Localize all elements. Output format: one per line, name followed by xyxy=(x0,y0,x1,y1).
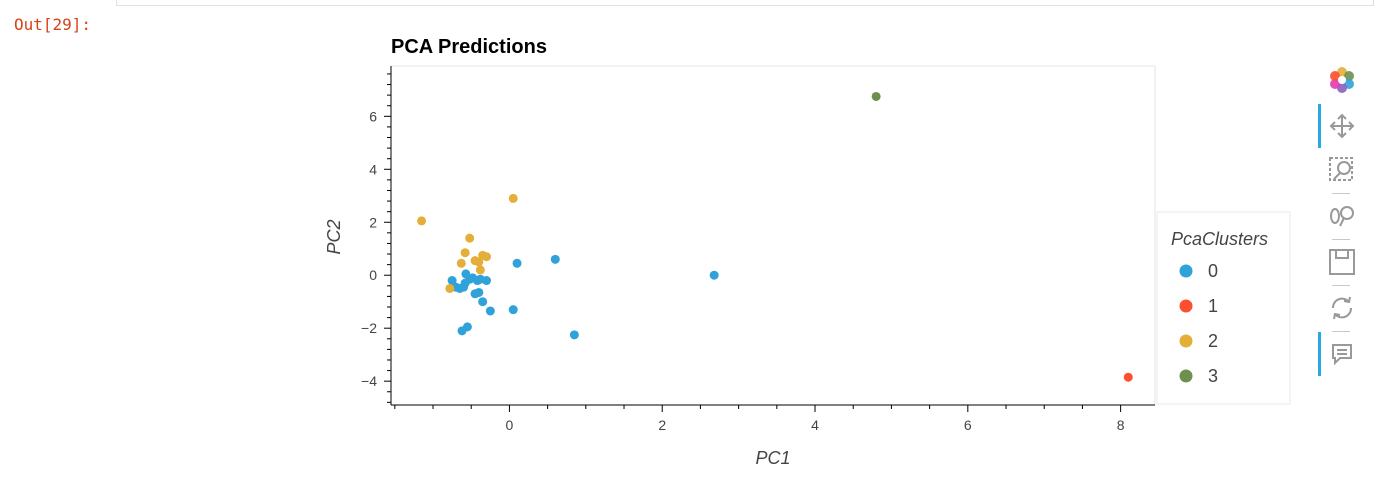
data-point-cluster-0[interactable] xyxy=(569,330,579,340)
x-tick-label: 4 xyxy=(811,417,819,433)
x-axis: 0 2 4 6 8 xyxy=(391,404,1155,433)
data-point-cluster-0[interactable] xyxy=(474,287,484,297)
data-point-cluster-2[interactable] xyxy=(474,257,484,267)
y-tick-label: −4 xyxy=(361,373,377,389)
y-axis: −4 −2 0 2 4 6 xyxy=(361,66,392,405)
data-point-cluster-2[interactable] xyxy=(460,248,470,258)
data-point-cluster-2[interactable] xyxy=(417,216,427,226)
x-tick-label: 2 xyxy=(658,417,666,433)
toolbar-separator xyxy=(1332,285,1350,286)
data-point-cluster-0[interactable] xyxy=(709,270,719,280)
data-point-cluster-0[interactable] xyxy=(550,254,560,264)
y-tick-label: 4 xyxy=(369,161,377,177)
scatter-points xyxy=(417,91,1133,382)
data-point-cluster-1[interactable] xyxy=(1123,372,1133,382)
x-tick-label: 0 xyxy=(506,417,514,433)
data-point-cluster-0[interactable] xyxy=(512,258,522,268)
toolbar-separator xyxy=(1332,239,1350,240)
y-tick-label: 6 xyxy=(369,108,377,124)
box-zoom-tool-icon[interactable] xyxy=(1324,152,1360,188)
legend-label: 0 xyxy=(1208,261,1218,281)
plot-area[interactable] xyxy=(390,65,1156,406)
data-point-cluster-0[interactable] xyxy=(508,305,518,315)
data-point-cluster-0[interactable] xyxy=(485,306,495,316)
output-prompt-label: Out[29]: xyxy=(14,15,92,34)
save-tool-icon[interactable] xyxy=(1324,244,1360,280)
wheel-zoom-tool-icon[interactable] xyxy=(1324,198,1360,234)
toolbar-separator xyxy=(1332,193,1350,194)
data-point-cluster-2[interactable] xyxy=(508,193,518,203)
legend-label: 2 xyxy=(1208,331,1218,351)
reset-tool-icon[interactable] xyxy=(1324,290,1360,326)
legend-label: 1 xyxy=(1208,296,1218,316)
legend-marker xyxy=(1179,334,1193,348)
toolbar-separator xyxy=(1332,331,1350,332)
data-point-cluster-0[interactable] xyxy=(478,297,488,307)
legend-label: 3 xyxy=(1208,366,1218,386)
pan-active-indicator xyxy=(1318,104,1321,148)
legend-marker xyxy=(1179,264,1193,278)
y-tick-label: 0 xyxy=(369,267,377,283)
chart-title: PCA Predictions xyxy=(391,36,547,58)
legend: PcaClusters 0 1 2 3 xyxy=(1156,211,1291,405)
pan-tool-icon[interactable] xyxy=(1324,108,1360,144)
chart-toolbar xyxy=(1318,60,1368,390)
data-point-cluster-0[interactable] xyxy=(447,276,457,286)
legend-title: PcaClusters xyxy=(1171,229,1268,249)
data-point-cluster-0[interactable] xyxy=(482,276,491,286)
data-point-cluster-2[interactable] xyxy=(465,233,475,243)
data-point-cluster-2[interactable] xyxy=(456,258,466,268)
data-point-cluster-0[interactable] xyxy=(457,326,467,336)
bokeh-logo-icon[interactable] xyxy=(1324,62,1360,98)
data-point-cluster-2[interactable] xyxy=(445,283,455,293)
y-tick-label: −2 xyxy=(361,320,377,336)
hover-tool-icon[interactable] xyxy=(1324,336,1360,372)
legend-marker xyxy=(1179,299,1193,313)
data-point-cluster-2[interactable] xyxy=(475,265,485,275)
y-axis-label: PC2 xyxy=(324,219,344,254)
legend-box xyxy=(1156,211,1291,405)
x-axis-label: PC1 xyxy=(755,448,790,468)
legend-marker xyxy=(1179,369,1193,383)
data-point-cluster-3[interactable] xyxy=(871,91,881,101)
y-tick-label: 2 xyxy=(369,214,377,230)
hover-active-indicator xyxy=(1318,332,1321,376)
data-point-cluster-2[interactable] xyxy=(482,252,491,262)
x-tick-label: 6 xyxy=(964,417,972,433)
x-tick-label: 8 xyxy=(1117,417,1125,433)
